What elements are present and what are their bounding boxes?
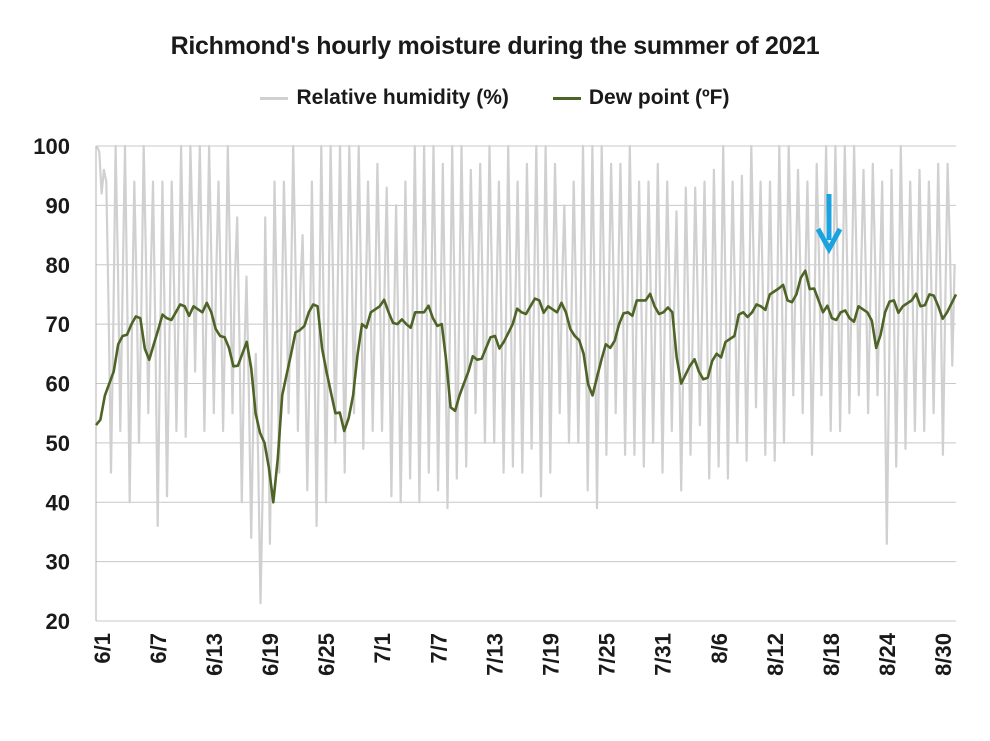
x-tick-label: 8/6 bbox=[707, 633, 732, 664]
y-tick-label: 100 bbox=[33, 134, 70, 159]
x-tick-label: 7/7 bbox=[426, 633, 451, 664]
series-dew-point bbox=[94, 269, 958, 504]
legend-swatch-humidity bbox=[260, 96, 289, 100]
legend-item-humidity: Relative humidity (%) bbox=[260, 86, 509, 110]
x-tick-label: 6/7 bbox=[146, 633, 171, 664]
y-tick-label: 40 bbox=[46, 490, 70, 515]
x-tick-label: 8/24 bbox=[875, 632, 900, 676]
y-tick-label: 50 bbox=[46, 431, 70, 456]
x-tick-label: 8/12 bbox=[763, 633, 788, 676]
y-axis-ticks: 100 90 80 70 60 50 40 30 20 bbox=[33, 134, 70, 634]
y-tick-label: 30 bbox=[46, 550, 70, 575]
y-tick-label: 60 bbox=[46, 372, 70, 397]
y-tick-label: 90 bbox=[46, 193, 70, 218]
y-tick-label: 70 bbox=[46, 312, 70, 337]
x-tick-label: 7/25 bbox=[595, 633, 620, 676]
x-tick-label: 8/30 bbox=[931, 633, 956, 676]
x-tick-label: 7/13 bbox=[482, 633, 507, 676]
series-relative-humidity bbox=[95, 144, 956, 605]
x-tick-label: 7/1 bbox=[370, 633, 395, 664]
x-tick-label: 7/31 bbox=[651, 633, 676, 676]
arrow-head bbox=[815, 227, 843, 255]
legend: Relative humidity (%) Dew point (ºF) bbox=[0, 86, 990, 110]
x-tick-label: 6/25 bbox=[314, 633, 339, 676]
legend-label-humidity: Relative humidity (%) bbox=[296, 86, 509, 109]
legend-swatch-dewpoint bbox=[552, 96, 581, 100]
x-axis-ticks: 6/1 6/7 6/13 6/19 6/25 7/1 7/7 7/13 7/19 7/25 7/31… bbox=[90, 632, 956, 676]
chart-title: Richmond's hourly moisture during the su… bbox=[170, 32, 820, 60]
annotation-arrow bbox=[815, 194, 843, 255]
legend-label-dewpoint: Dew point (ºF) bbox=[588, 86, 730, 109]
x-tick-label: 6/1 bbox=[90, 633, 115, 664]
legend-item-dewpoint: Dew point (ºF) bbox=[552, 86, 730, 110]
y-tick-label: 20 bbox=[46, 609, 70, 634]
line-dew-point bbox=[94, 269, 958, 504]
y-tick-label: 80 bbox=[46, 253, 70, 278]
x-tick-label: 7/19 bbox=[539, 633, 564, 676]
line-relative-humidity bbox=[95, 144, 956, 605]
x-tick-label: 6/13 bbox=[202, 633, 227, 676]
x-tick-label: 8/18 bbox=[819, 633, 844, 676]
x-tick-label: 6/19 bbox=[258, 633, 283, 676]
